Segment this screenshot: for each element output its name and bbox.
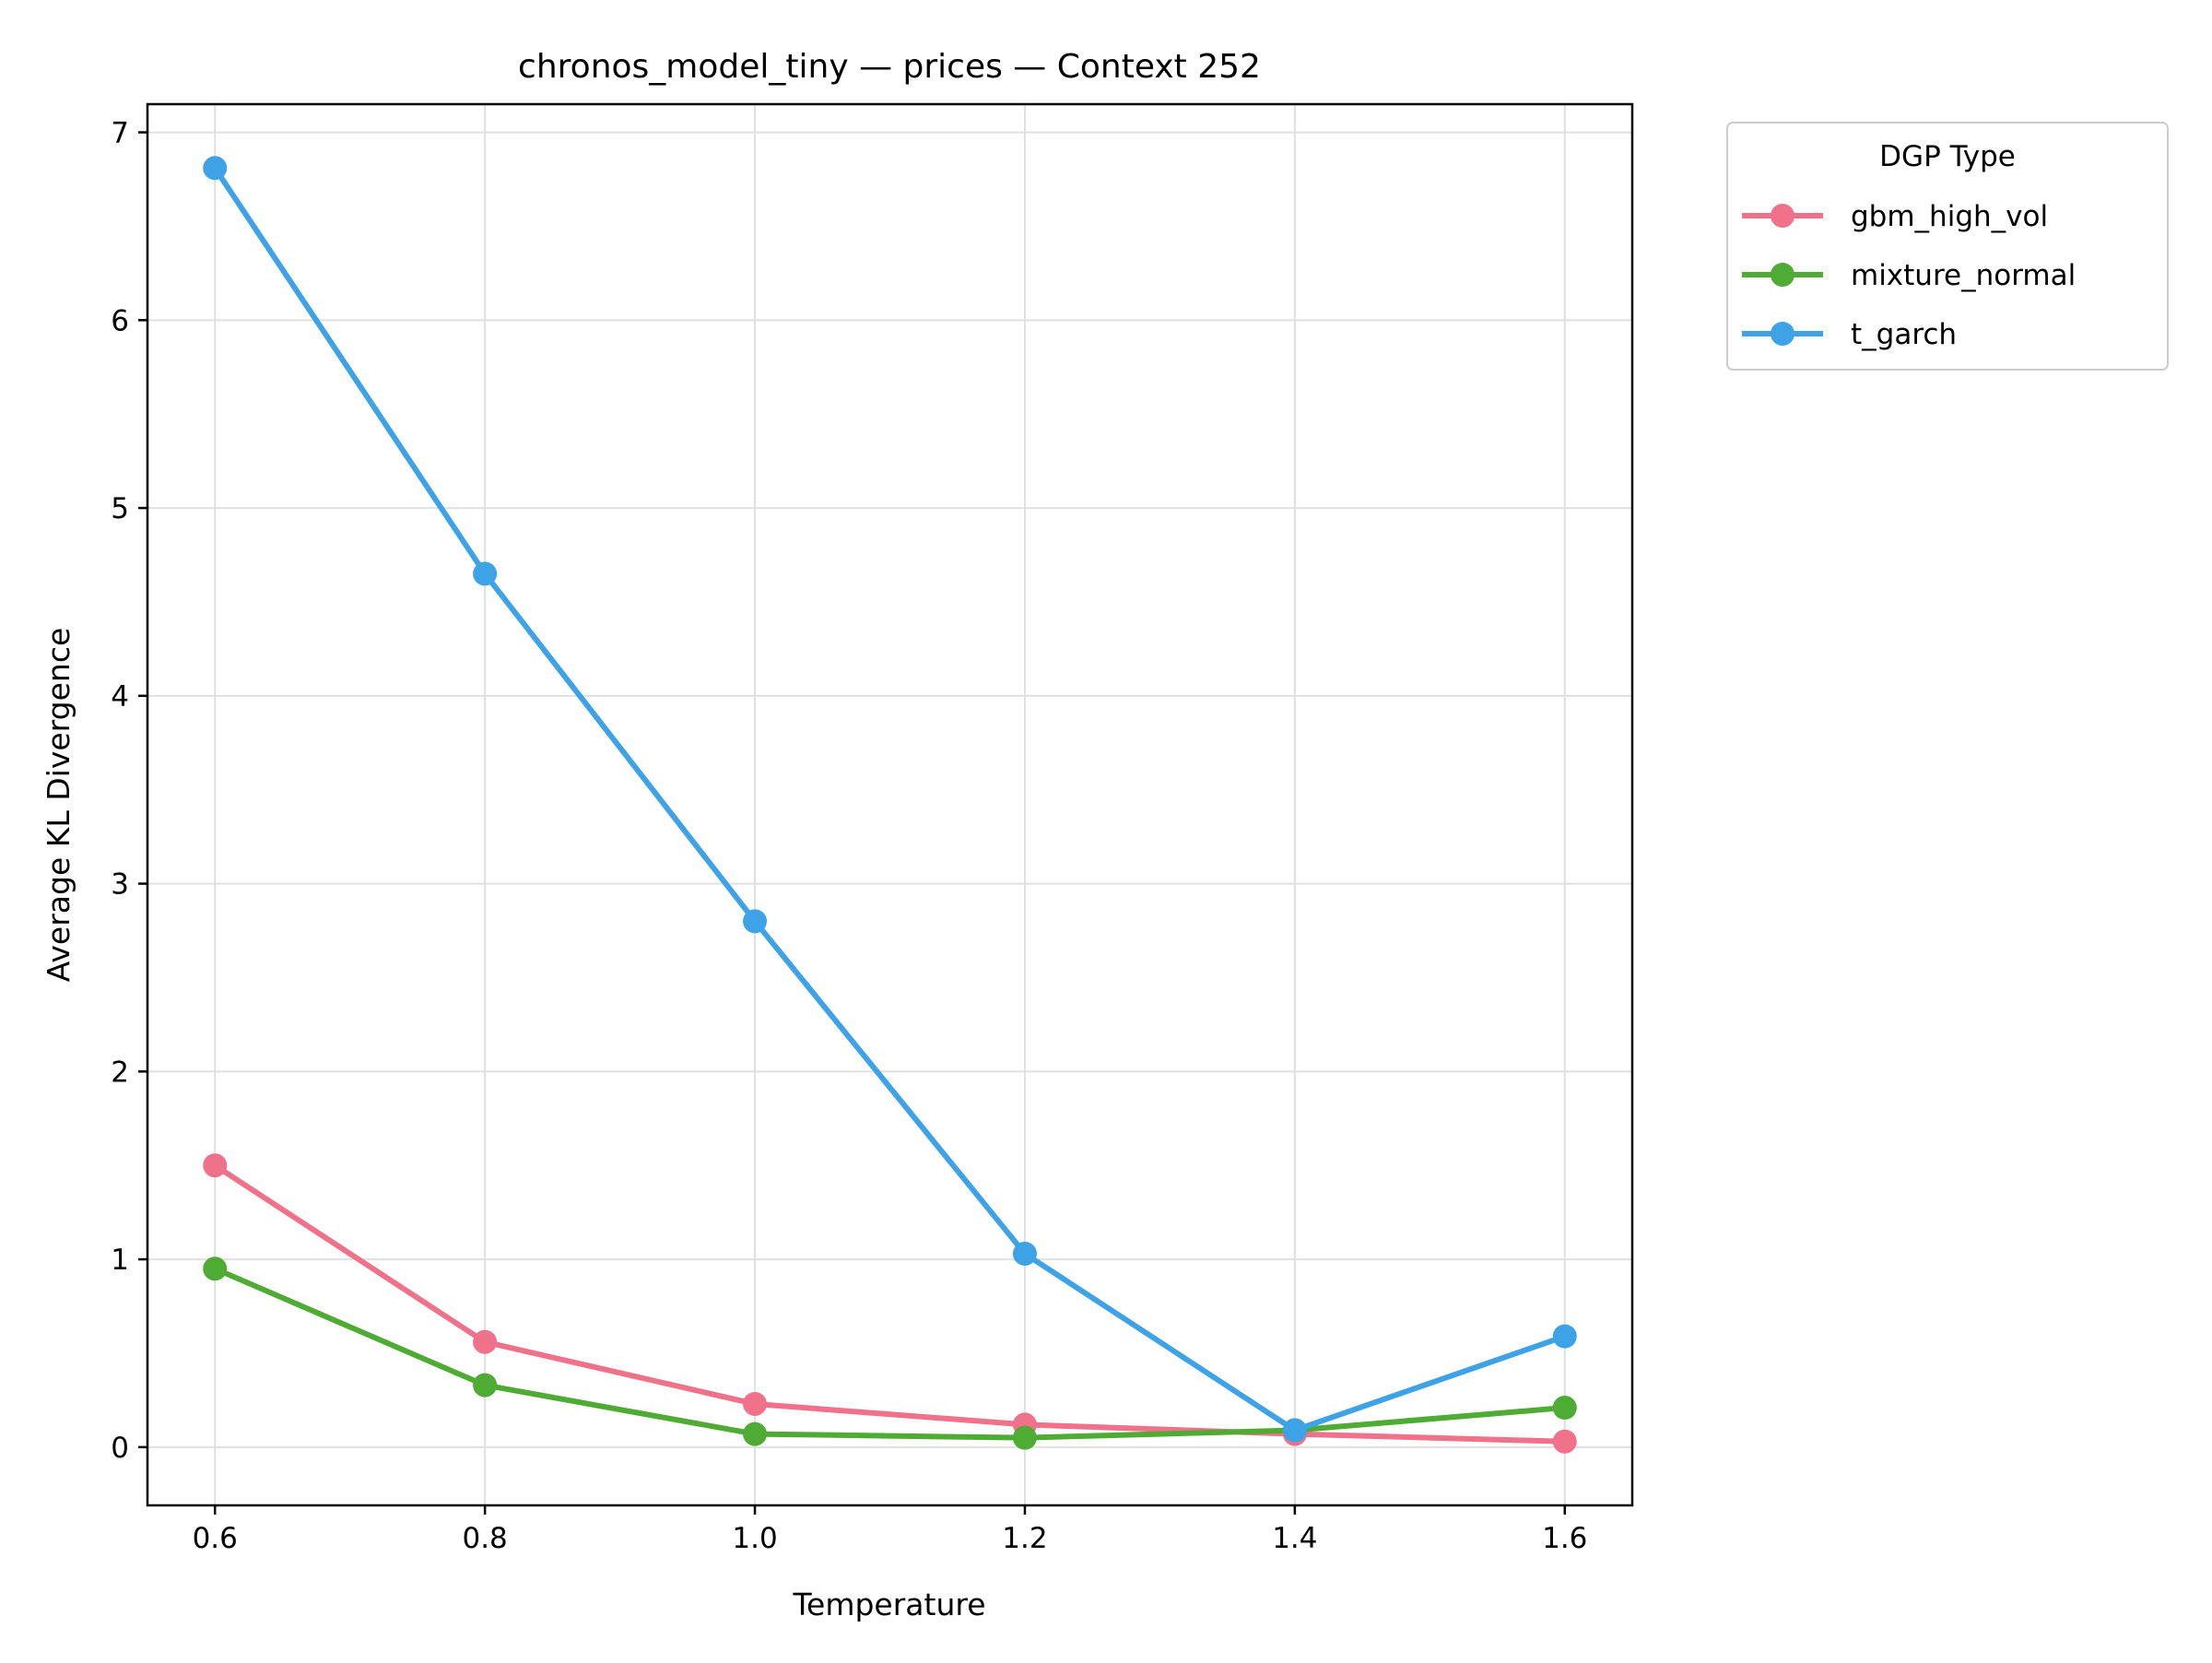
legend-entry-mixture_normal: mixture_normal xyxy=(1742,259,2076,292)
x-tick-label: 0.8 xyxy=(462,1522,507,1555)
y-tick-label: 2 xyxy=(111,1056,129,1089)
data-point-mixture_normal xyxy=(1012,1425,1037,1450)
series-line-gbm_high_vol xyxy=(212,1162,1568,1445)
grid xyxy=(147,104,1632,1505)
data-point-t_garch xyxy=(203,156,228,181)
legend-label: mixture_normal xyxy=(1851,259,2076,292)
x-tick-label: 1.6 xyxy=(1542,1522,1587,1555)
data-point-mixture_normal xyxy=(203,1256,228,1281)
legend-label: gbm_high_vol xyxy=(1851,200,2048,233)
chart-title: chronos_model_tiny — prices — Context 25… xyxy=(518,48,1261,86)
y-tick-label: 3 xyxy=(111,868,129,902)
y-tick-label: 4 xyxy=(111,680,129,714)
y-tick-label: 6 xyxy=(111,304,129,337)
series-lines xyxy=(203,156,1577,1454)
data-point-t_garch xyxy=(473,561,498,586)
legend-marker xyxy=(1771,322,1794,346)
series-t_garch xyxy=(203,156,1577,1443)
legend-title: DGP Type xyxy=(1879,140,2016,173)
data-point-gbm_high_vol xyxy=(203,1153,228,1178)
legend-label: t_garch xyxy=(1851,318,1957,351)
x-tick-label: 1.2 xyxy=(1002,1522,1047,1555)
x-axis-label: Temperature xyxy=(792,1586,985,1622)
series-line-t_garch xyxy=(212,165,1568,1433)
y-axis-ticks: 0 1 2 3 4 5 6 7 xyxy=(111,117,147,1465)
x-tick-label: 1.4 xyxy=(1272,1522,1317,1555)
y-axis-label: Average KL Divergence xyxy=(41,628,76,983)
x-tick-label: 1.0 xyxy=(732,1522,777,1555)
y-tick-label: 0 xyxy=(111,1432,129,1465)
y-tick-label: 7 xyxy=(111,117,129,150)
data-point-gbm_high_vol xyxy=(743,1391,768,1416)
legend-box xyxy=(1726,122,2169,371)
data-point-gbm_high_vol xyxy=(1552,1429,1577,1454)
legend-marker xyxy=(1771,204,1794,228)
data-point-t_garch xyxy=(743,909,768,934)
x-axis-ticks: 0.6 0.8 1.0 1.2 1.4 1.6 xyxy=(193,1505,1587,1555)
series-mixture_normal xyxy=(203,1256,1577,1450)
plot-frame xyxy=(146,102,1634,1507)
data-point-mixture_normal xyxy=(1552,1396,1577,1421)
data-point-mixture_normal xyxy=(743,1421,768,1446)
legend: DGP Type gbm_high_vol mixture_normal t_gar… xyxy=(1726,122,2169,371)
legend-entry-t_garch: t_garch xyxy=(1742,318,1957,351)
data-point-t_garch xyxy=(1012,1241,1037,1266)
series-line-mixture_normal xyxy=(212,1266,1568,1441)
legend-entry-gbm_high_vol: gbm_high_vol xyxy=(1742,200,2048,233)
legend-marker xyxy=(1771,263,1794,287)
y-tick-label: 1 xyxy=(111,1244,129,1277)
data-point-t_garch xyxy=(1282,1418,1307,1443)
legend-entries: gbm_high_vol mixture_normal t_garch xyxy=(1742,200,2076,351)
data-point-mixture_normal xyxy=(473,1373,498,1398)
y-tick-label: 5 xyxy=(111,492,129,525)
data-point-gbm_high_vol xyxy=(473,1329,498,1354)
data-point-t_garch xyxy=(1552,1324,1577,1349)
x-tick-label: 0.6 xyxy=(193,1522,238,1555)
